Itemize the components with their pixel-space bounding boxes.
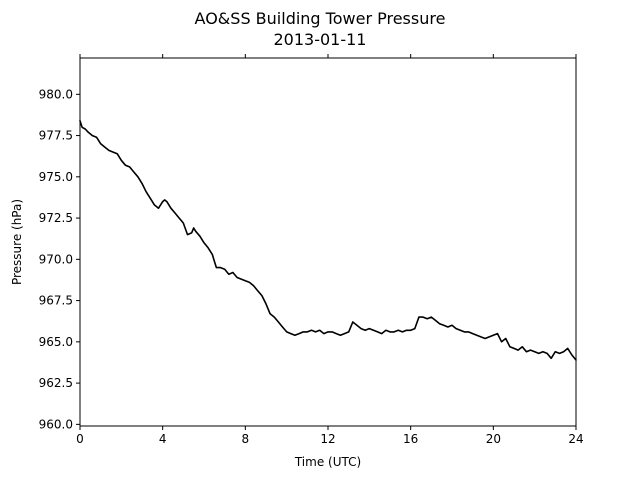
y-tick-label: 962.5 bbox=[39, 376, 73, 390]
x-tick-label: 8 bbox=[242, 432, 250, 446]
plot-area: 0 4 8 12 16 20 24 960.0 962.5 965.0 967.5 970.0 972.… bbox=[39, 54, 584, 446]
plot-frame bbox=[79, 57, 577, 427]
y-tick-label: 975.0 bbox=[39, 170, 73, 184]
x-axis-label: Time (UTC) bbox=[294, 455, 361, 469]
chart-subtitle: 2013-01-11 bbox=[274, 30, 367, 49]
y-tick-label: 965.0 bbox=[39, 335, 73, 349]
x-tick-label: 16 bbox=[403, 432, 418, 446]
y-tick-label: 980.0 bbox=[39, 87, 73, 101]
y-tick-label: 967.5 bbox=[39, 294, 73, 308]
y-axis-label: Pressure (hPa) bbox=[10, 199, 24, 285]
chart-title: AO&SS Building Tower Pressure bbox=[195, 9, 446, 28]
y-tick-label: 972.5 bbox=[39, 211, 73, 225]
x-tick-label: 12 bbox=[320, 432, 335, 446]
x-tick-label: 0 bbox=[76, 432, 84, 446]
y-tick-label: 970.0 bbox=[39, 252, 73, 266]
y-tick-label: 960.0 bbox=[39, 417, 73, 431]
y-tick-label: 977.5 bbox=[39, 129, 73, 143]
x-tick-label: 4 bbox=[159, 432, 167, 446]
x-tick-label: 24 bbox=[568, 432, 583, 446]
x-tick-label: 20 bbox=[486, 432, 501, 446]
series-line-0 bbox=[79, 119, 577, 361]
